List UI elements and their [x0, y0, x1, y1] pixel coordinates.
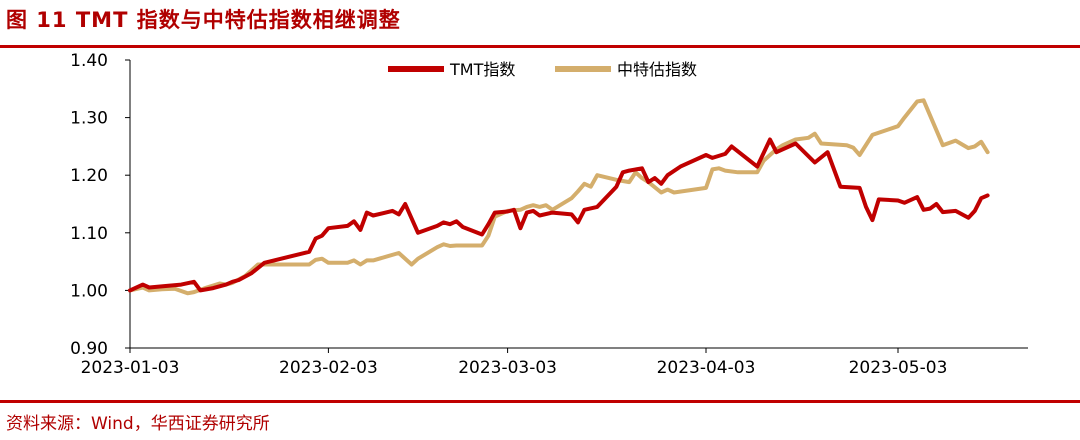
y-tick-label: 1.10	[70, 224, 108, 244]
x-tick-label: 2023-02-03	[279, 358, 378, 378]
y-tick-label: 1.00	[70, 281, 108, 301]
x-tick-label: 2023-03-03	[458, 358, 557, 378]
y-tick-label: 1.30	[70, 109, 108, 129]
y-tick-label: 0.90	[70, 339, 108, 359]
x-tick-label: 2023-01-03	[81, 358, 180, 378]
x-tick-label: 2023-05-03	[849, 358, 948, 378]
tick-labels: 0.90 1.00 1.10 1.20 1.30 1.40 2023-01-03 2023-0…	[70, 51, 947, 378]
series-line-zte	[128, 98, 990, 296]
figure-title: 图 11 TMT 指数与中特估指数相继调整	[6, 8, 401, 32]
series-line-tmt	[128, 137, 990, 293]
line-chart: 0.90 1.00 1.10 1.20 1.30 1.40 2023-01-03 2023-0…	[70, 51, 1028, 378]
legend-label-tmt: TMT指数	[449, 60, 515, 79]
legend: TMT指数 中特估指数	[388, 60, 697, 79]
legend-label-zte: 中特估指数	[617, 60, 697, 79]
x-tick-label: 2023-04-03	[657, 358, 756, 378]
series-lines	[128, 98, 990, 296]
y-tick-label: 1.40	[70, 51, 108, 71]
axes	[125, 59, 1028, 353]
source-note: 资料来源：Wind，华西证券研究所	[6, 414, 270, 434]
title-rule	[0, 45, 1080, 48]
footer-rule	[0, 400, 1080, 403]
y-tick-label: 1.20	[70, 166, 108, 186]
